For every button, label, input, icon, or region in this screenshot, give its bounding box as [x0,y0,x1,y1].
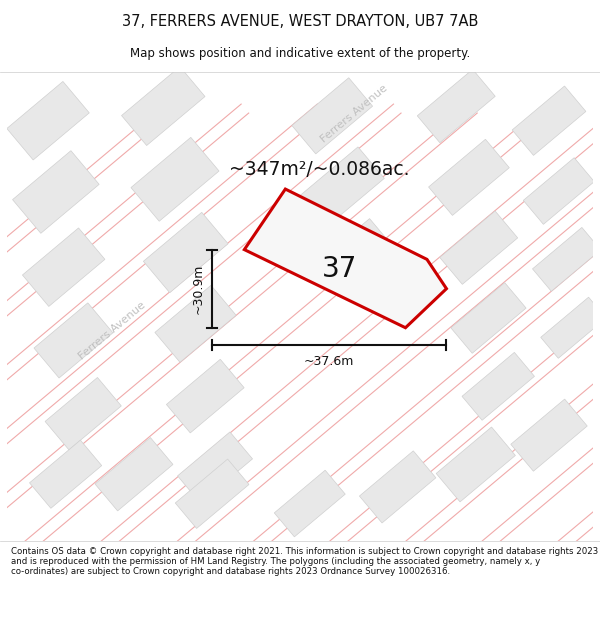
Polygon shape [7,81,89,160]
Polygon shape [313,219,395,296]
Polygon shape [428,139,509,216]
Polygon shape [541,297,600,358]
Text: Map shows position and indicative extent of the property.: Map shows position and indicative extent… [130,48,470,61]
Polygon shape [13,151,99,233]
Polygon shape [440,211,518,284]
Polygon shape [175,459,249,529]
Polygon shape [523,158,594,224]
Text: 37: 37 [322,255,357,283]
Polygon shape [244,189,446,328]
Polygon shape [155,286,236,362]
Text: 37, FERRERS AVENUE, WEST DRAYTON, UB7 7AB: 37, FERRERS AVENUE, WEST DRAYTON, UB7 7A… [122,14,478,29]
Polygon shape [34,303,113,378]
Polygon shape [417,69,495,142]
Polygon shape [359,451,436,523]
Polygon shape [131,138,219,221]
Polygon shape [143,213,228,292]
Text: Ferrers Avenue: Ferrers Avenue [77,300,148,361]
Text: ~30.9m: ~30.9m [191,264,204,314]
Polygon shape [274,470,345,537]
Polygon shape [45,378,121,450]
Text: ~37.6m: ~37.6m [304,355,355,368]
Polygon shape [29,440,102,508]
Polygon shape [532,228,600,291]
Polygon shape [178,432,253,503]
Text: Contains OS data © Crown copyright and database right 2021. This information is : Contains OS data © Crown copyright and d… [11,546,598,576]
Polygon shape [436,427,515,502]
Polygon shape [122,67,205,146]
Polygon shape [511,399,587,471]
Polygon shape [512,86,586,156]
Polygon shape [299,147,385,228]
Text: Ferrers Avenue: Ferrers Avenue [319,83,389,144]
Polygon shape [22,228,105,306]
Text: ~347m²/~0.086ac.: ~347m²/~0.086ac. [229,160,410,179]
Polygon shape [451,282,526,353]
Polygon shape [95,438,173,511]
Polygon shape [292,78,373,154]
Polygon shape [462,352,535,420]
Polygon shape [166,359,244,433]
